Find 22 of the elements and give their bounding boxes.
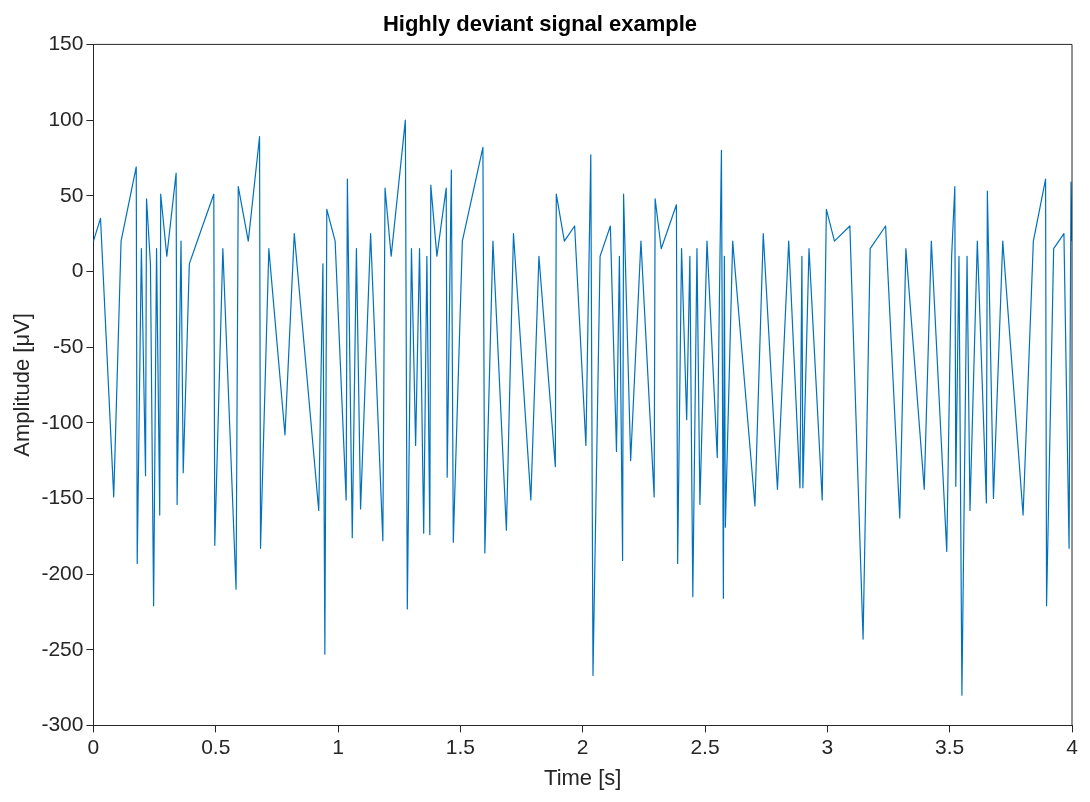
y-tick-label: -50: [53, 333, 84, 357]
y-tick-label: 150: [48, 31, 84, 55]
y-tick-label: -200: [41, 560, 84, 584]
y-tick-label: -150: [41, 485, 84, 509]
x-tick-label: 2.5: [690, 734, 720, 758]
y-tick-label: 0: [71, 258, 84, 282]
x-tick-label: 1: [332, 734, 344, 758]
y-tick-label: -300: [41, 712, 84, 736]
x-tick-label: 4: [1066, 734, 1079, 758]
x-tick-label: 2: [576, 734, 589, 758]
x-axis-title: Time [s]: [544, 764, 622, 790]
chart-title: Highly deviant signal example: [382, 11, 698, 37]
x-tick-label: 0: [87, 734, 100, 758]
y-tick-label: -250: [41, 636, 84, 660]
x-tick-label: 3.5: [935, 734, 965, 758]
y-tick-label: -100: [41, 409, 84, 433]
x-tick-label: 1.5: [445, 734, 475, 758]
x-tick-label: 0.5: [201, 734, 231, 758]
y-axis-title: Amplitude [μV]: [9, 313, 35, 457]
x-tick-label: 3: [821, 734, 834, 758]
y-tick-label: 50: [60, 182, 84, 206]
y-tick-label: 100: [48, 106, 84, 130]
